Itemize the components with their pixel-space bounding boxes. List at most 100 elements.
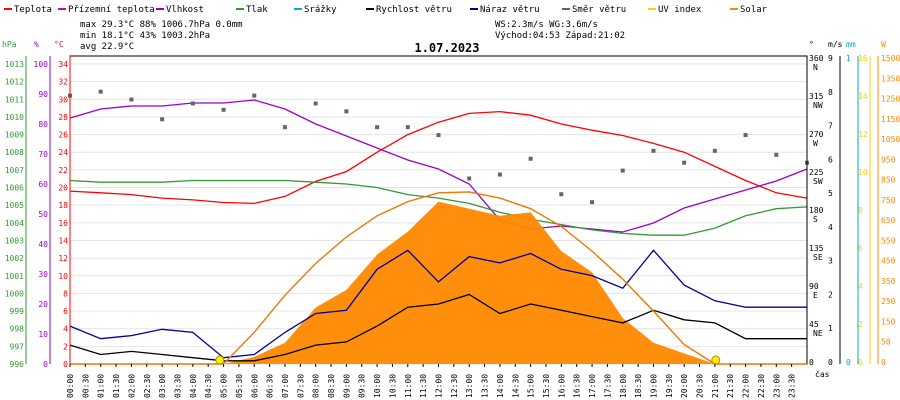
w-tick-label: 550 bbox=[881, 236, 896, 245]
x-tick-label: 08:00 bbox=[312, 374, 321, 398]
hpa-tick-label: 1006 bbox=[5, 184, 24, 193]
wind-direction-point bbox=[682, 160, 687, 165]
x-tick-label: 15:00 bbox=[527, 374, 536, 398]
x-tick-label: 23:30 bbox=[788, 374, 797, 398]
x-tick-label: 05:00 bbox=[220, 374, 229, 398]
x-tick-label: 01:30 bbox=[112, 374, 121, 398]
w-tick-label: 1350 bbox=[881, 74, 900, 83]
x-tick-label: 09:00 bbox=[342, 374, 351, 398]
wind-direction-point bbox=[375, 125, 380, 130]
uv-tick-label: 8 bbox=[858, 206, 863, 215]
stat-avg: avg 22.9°C bbox=[80, 42, 134, 52]
x-tick-label: 21:00 bbox=[711, 374, 720, 398]
wind-direction-point bbox=[436, 133, 441, 138]
x-tick-label: 03:00 bbox=[158, 374, 167, 398]
ms-tick-label: 1 bbox=[828, 324, 833, 333]
wind-direction-point bbox=[344, 109, 349, 114]
chart-legend: Teplota Přízemní teplota Vlhkost Tlak Srážky… bbox=[4, 5, 768, 15]
x-tick-label: 10:00 bbox=[373, 374, 382, 398]
x-tick-label: 04:30 bbox=[204, 374, 213, 398]
x-tick-label: 08:30 bbox=[327, 374, 336, 398]
mm-tick-label: 0 bbox=[846, 358, 851, 367]
dir-tick-label: 315 bbox=[809, 92, 824, 101]
pct-tick-label: 10 bbox=[38, 330, 48, 339]
mm-axis-label: mm bbox=[846, 40, 856, 49]
dir-axis-label: ° bbox=[809, 40, 814, 49]
x-tick-label: 10:30 bbox=[388, 374, 397, 398]
x-tick-label: 17:30 bbox=[603, 374, 612, 398]
w-tick-label: 350 bbox=[881, 277, 896, 286]
wind-direction-point bbox=[497, 172, 502, 177]
x-tick-label: 11:30 bbox=[419, 374, 428, 398]
wind-direction-point bbox=[528, 156, 533, 161]
x-tick-label: 06:00 bbox=[250, 374, 259, 398]
pct-tick-label: 20 bbox=[38, 300, 48, 309]
w-tick-label: 750 bbox=[881, 196, 896, 205]
x-tick-label: 09:30 bbox=[358, 374, 367, 398]
x-tick-label: 03:30 bbox=[173, 374, 182, 398]
dir-tick-label: 135 bbox=[809, 244, 824, 253]
pct-tick-label: 40 bbox=[38, 240, 48, 249]
x-tick-label: 20:30 bbox=[696, 374, 705, 398]
hpa-tick-label: 1007 bbox=[5, 166, 24, 175]
dir-tick-label: 270 bbox=[809, 130, 824, 139]
dir-tick-dir: N bbox=[813, 63, 818, 72]
legend-item: Náraz větru bbox=[480, 5, 540, 15]
temp-tick-label: 34 bbox=[58, 60, 68, 69]
x-tick-label: 15:30 bbox=[542, 374, 551, 398]
x-tick-label: 12:30 bbox=[450, 374, 459, 398]
temp-tick-label: 6 bbox=[63, 307, 68, 316]
pct-tick-label: 80 bbox=[38, 120, 48, 129]
temp-tick-label: 30 bbox=[58, 95, 68, 104]
x-tick-label: 20:00 bbox=[680, 374, 689, 398]
w-tick-label: 1050 bbox=[881, 135, 900, 144]
wind-direction-point bbox=[252, 93, 257, 98]
hpa-tick-label: 1011 bbox=[5, 95, 24, 104]
w-tick-label: 1150 bbox=[881, 115, 900, 124]
x-tick-label: 13:00 bbox=[465, 374, 474, 398]
hpa-tick-label: 1010 bbox=[5, 113, 24, 122]
dir-tick-dir: NW bbox=[813, 101, 823, 110]
wind-direction-point bbox=[313, 101, 318, 106]
hpa-tick-label: 1013 bbox=[5, 60, 24, 69]
x-tick-label: 14:00 bbox=[496, 374, 505, 398]
temp-tick-label: 4 bbox=[63, 325, 68, 334]
x-tick-label: 12:00 bbox=[435, 374, 444, 398]
wind-direction-point bbox=[590, 200, 595, 205]
x-tick-label: 11:00 bbox=[404, 374, 413, 398]
temp-tick-label: 12 bbox=[58, 254, 68, 263]
hpa-tick-label: 996 bbox=[10, 360, 25, 369]
legend-item: Teplota bbox=[14, 5, 52, 15]
uv-tick-label: 6 bbox=[858, 244, 863, 253]
wind-direction-point bbox=[282, 125, 287, 130]
wind-direction-point bbox=[160, 117, 165, 122]
wind-direction-point bbox=[620, 168, 625, 173]
ms-tick-label: 8 bbox=[828, 88, 833, 97]
temp-tick-label: 2 bbox=[63, 342, 68, 351]
w-tick-label: 50 bbox=[881, 338, 891, 347]
w-tick-label: 1250 bbox=[881, 95, 900, 104]
uv-tick-label: 10 bbox=[858, 168, 868, 177]
temp-tick-label: 8 bbox=[63, 289, 68, 298]
x-tick-label: 23:00 bbox=[772, 374, 781, 398]
ms-tick-label: 5 bbox=[828, 189, 833, 198]
ms-tick-label: 3 bbox=[828, 257, 833, 266]
wind-direction-point bbox=[98, 89, 103, 94]
sun-marker bbox=[711, 355, 721, 365]
x-tick-label: 01:00 bbox=[97, 374, 106, 398]
hpa-tick-label: 1009 bbox=[5, 131, 24, 140]
temp-tick-label: 20 bbox=[58, 184, 68, 193]
wind-direction-point bbox=[190, 101, 195, 106]
dir-tick-label: 180 bbox=[809, 206, 824, 215]
x-tick-label: 05:30 bbox=[235, 374, 244, 398]
ms-axis-label: m/s bbox=[828, 40, 843, 49]
series-teplota bbox=[69, 110, 808, 205]
sun-marker bbox=[215, 355, 225, 365]
stat-wind: WS:2.3m/s WG:3.6m/s bbox=[495, 20, 598, 30]
mm-tick-label: 1 bbox=[846, 54, 851, 63]
dir-tick-dir: E bbox=[813, 291, 818, 300]
wind-direction-point bbox=[712, 148, 717, 153]
hpa-tick-label: 1001 bbox=[5, 272, 24, 281]
dir-tick-dir: W bbox=[813, 139, 818, 148]
x-tick-label: 02:00 bbox=[127, 374, 136, 398]
